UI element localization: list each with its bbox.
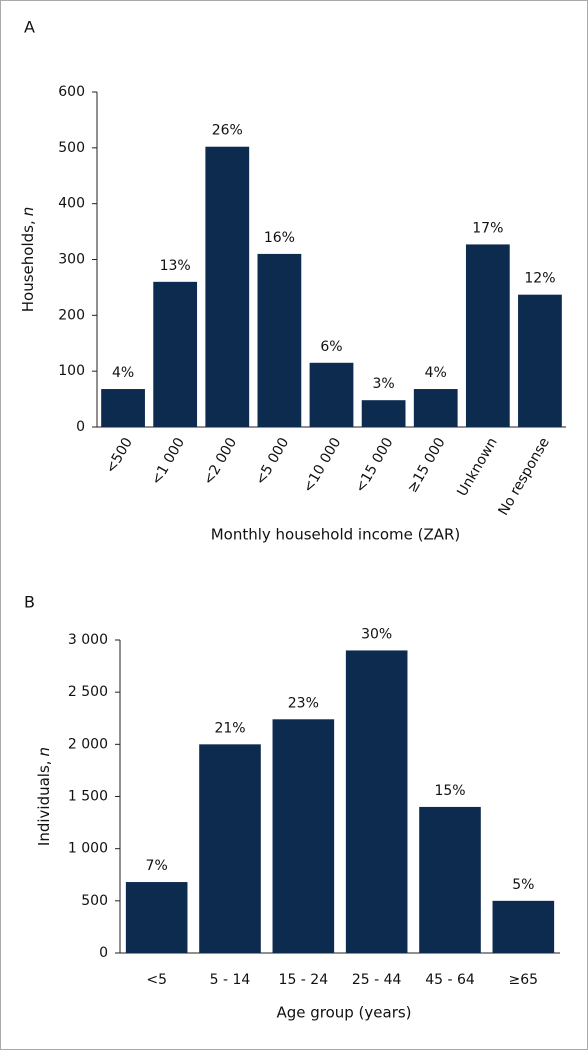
bar — [345, 650, 408, 953]
x-tick-label: 25 - 44 — [352, 972, 402, 988]
y-tick-label: 1 500 — [68, 789, 108, 805]
x-tick-label: ≥15 000 — [404, 435, 448, 496]
percent-label: 15% — [434, 783, 465, 799]
percent-label: 12% — [524, 271, 555, 287]
y-tick-label: 1 000 — [68, 841, 108, 857]
percent-label: 21% — [214, 720, 245, 736]
x-tick-label: No response — [495, 435, 552, 518]
x-axis-title: Age group (years) — [276, 1004, 411, 1022]
x-tick-label: <500 — [103, 435, 136, 476]
bar — [272, 719, 335, 953]
x-tick-label: <10 000 — [300, 435, 344, 496]
bar — [199, 744, 261, 953]
bar — [413, 389, 458, 427]
y-tick-label: 0 — [76, 419, 85, 435]
percent-label: 26% — [212, 123, 243, 139]
percent-label: 17% — [472, 220, 503, 236]
bar — [361, 400, 406, 427]
bar — [518, 294, 562, 427]
x-tick-label: 15 - 24 — [279, 972, 329, 988]
x-tick-label: Unknown — [454, 435, 500, 499]
y-tick-label: 300 — [58, 252, 85, 268]
y-tick-label: 500 — [58, 140, 85, 156]
y-tick-label: 600 — [58, 84, 85, 100]
x-tick-label: 45 - 64 — [425, 972, 475, 988]
panel-label: A — [24, 18, 35, 37]
y-axis-title-text: Households, — [19, 220, 37, 312]
x-tick-label: <15 000 — [352, 435, 396, 496]
bar — [257, 253, 302, 427]
bar — [492, 900, 555, 953]
x-tick-label: 5 - 14 — [210, 972, 251, 988]
percent-label: 6% — [320, 339, 342, 355]
y-tick-label: 2 500 — [68, 684, 108, 700]
y-tick-label: 200 — [58, 307, 85, 323]
bar — [125, 882, 188, 953]
percent-label: 4% — [425, 365, 447, 381]
y-tick-label: 3 000 — [68, 632, 108, 648]
y-axis-title: Individuals, n — [35, 747, 53, 846]
y-tick-label: 0 — [99, 945, 108, 961]
y-axis-title-text: Individuals, — [35, 760, 53, 846]
x-tick-label: <1 000 — [148, 435, 188, 488]
percent-label: 23% — [288, 695, 319, 711]
bar — [205, 146, 250, 427]
percent-label: 4% — [112, 365, 134, 381]
bar — [101, 389, 145, 427]
panel-label: B — [24, 593, 35, 612]
x-tick-label: <5 — [146, 972, 167, 988]
y-tick-label: 2 000 — [68, 736, 108, 752]
percent-label: 13% — [160, 258, 191, 274]
x-tick-label: <2 000 — [200, 435, 240, 488]
bar — [419, 806, 481, 953]
x-tick-label: <5 000 — [253, 435, 293, 488]
y-tick-label: 500 — [81, 893, 108, 909]
percent-label: 16% — [264, 230, 295, 246]
bar — [153, 281, 198, 427]
y-axis-title-var: n — [19, 207, 37, 217]
y-axis-title: Households, n — [19, 207, 37, 312]
y-axis-title-var: n — [35, 747, 53, 757]
percent-label: 7% — [146, 858, 168, 874]
percent-label: 30% — [361, 626, 392, 642]
percent-label: 5% — [512, 877, 534, 893]
percent-label: 3% — [373, 376, 395, 392]
bar — [309, 362, 354, 427]
bar — [465, 244, 510, 427]
x-axis-title: Monthly household income (ZAR) — [211, 526, 461, 544]
x-tick-label: ≥65 — [509, 972, 539, 988]
y-tick-label: 400 — [58, 196, 85, 212]
y-tick-label: 100 — [58, 363, 85, 379]
